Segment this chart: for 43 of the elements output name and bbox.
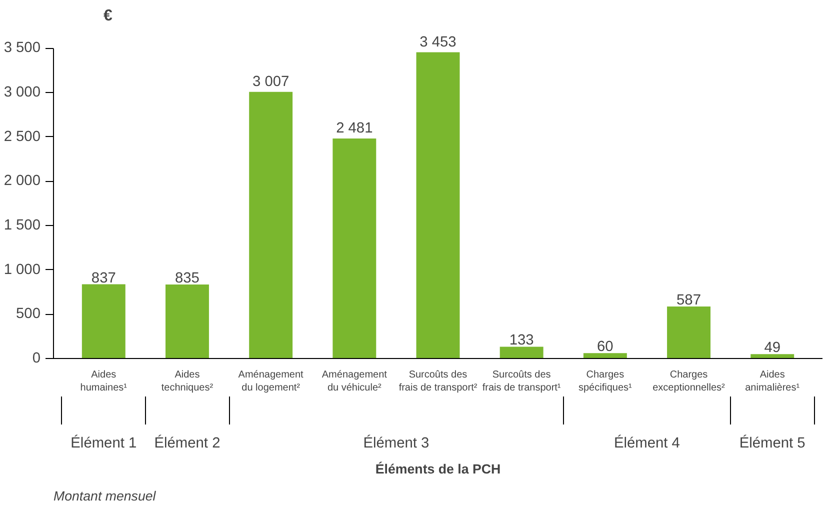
bar (249, 92, 293, 358)
data-label: 835 (175, 270, 200, 286)
data-label: 2 481 (336, 120, 373, 136)
text: Élément 3 (363, 434, 430, 452)
bar (750, 354, 794, 358)
bar (82, 284, 126, 358)
text: Élément 1 (70, 434, 137, 452)
text: Élément 5 (739, 434, 806, 452)
x-tick-label: Aides humaines¹ (80, 370, 128, 394)
data-label: 60 (597, 339, 614, 356)
x-tick-label: Surcoûts des frais de transport² (398, 370, 478, 394)
bar (667, 306, 710, 358)
data-label: 837 (91, 270, 116, 286)
data-label: 587 (676, 292, 702, 308)
text: Élément 2 (154, 434, 220, 452)
y-tick-label: 0 (32, 350, 41, 366)
x-tick-label: Aménagement du véhicule² (322, 370, 388, 394)
text: Élément 4 (614, 434, 680, 452)
y-tick-label: 1 500 (4, 217, 41, 234)
y-tick-label: 3 000 (4, 84, 41, 100)
x-tick-label: Charges exceptionnelles² (652, 370, 726, 394)
bar (583, 353, 627, 358)
data-label: 3 453 (420, 34, 456, 50)
data-label: 133 (509, 332, 534, 349)
data-label: 49 (764, 340, 781, 356)
y-tick-label: 2 500 (4, 128, 41, 145)
y-tick-label: 3 500 (4, 40, 41, 56)
data-label: 3 007 (252, 74, 290, 90)
x-tick-label: Aménagement du logement² (238, 370, 304, 394)
bar (166, 284, 209, 358)
bar (416, 52, 460, 358)
y-tick-label: 1 000 (4, 262, 41, 278)
y-tick-label: 2 000 (4, 173, 41, 190)
x-tick-label: Charges spécifiques¹ (578, 370, 633, 394)
x-tick-label: Aides techniques² (161, 370, 214, 394)
y-tick-label: 500 (16, 306, 41, 322)
bar (332, 138, 376, 358)
y-axis-title: € (104, 8, 112, 24)
text: Éléments de la PCH (375, 462, 501, 476)
text: Montant mensuel (54, 488, 157, 504)
bar (500, 346, 544, 358)
x-tick-label: Aides animalières¹ (745, 370, 800, 394)
x-tick-label: Surcoûts des frais de transport¹ (482, 370, 562, 394)
